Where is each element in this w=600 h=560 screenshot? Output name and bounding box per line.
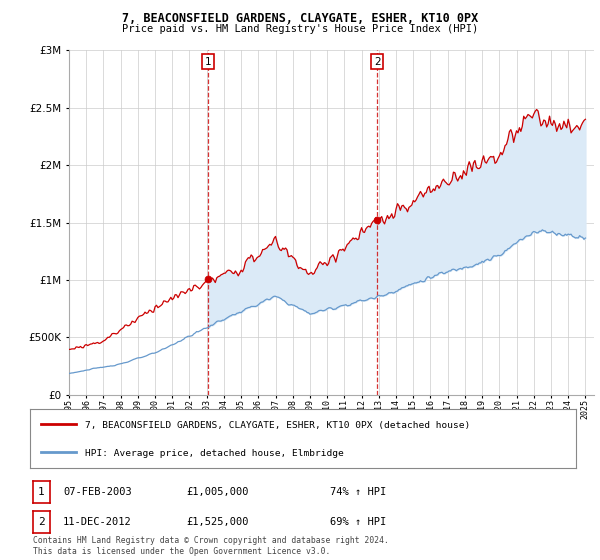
Text: 2: 2 [374,57,381,67]
Text: Price paid vs. HM Land Registry's House Price Index (HPI): Price paid vs. HM Land Registry's House … [122,24,478,34]
Text: 1: 1 [38,487,45,497]
Text: Contains HM Land Registry data © Crown copyright and database right 2024.
This d: Contains HM Land Registry data © Crown c… [33,536,389,556]
Text: HPI: Average price, detached house, Elmbridge: HPI: Average price, detached house, Elmb… [85,449,343,458]
Text: 7, BEACONSFIELD GARDENS, CLAYGATE, ESHER, KT10 0PX: 7, BEACONSFIELD GARDENS, CLAYGATE, ESHER… [122,12,478,25]
Text: 74% ↑ HPI: 74% ↑ HPI [330,487,386,497]
Text: £1,005,000: £1,005,000 [186,487,248,497]
Text: 69% ↑ HPI: 69% ↑ HPI [330,517,386,527]
Text: 07-FEB-2003: 07-FEB-2003 [63,487,132,497]
Text: 1: 1 [205,57,211,67]
Text: £1,525,000: £1,525,000 [186,517,248,527]
Text: 11-DEC-2012: 11-DEC-2012 [63,517,132,527]
Text: 2: 2 [38,517,45,527]
Text: 7, BEACONSFIELD GARDENS, CLAYGATE, ESHER, KT10 0PX (detached house): 7, BEACONSFIELD GARDENS, CLAYGATE, ESHER… [85,421,470,430]
